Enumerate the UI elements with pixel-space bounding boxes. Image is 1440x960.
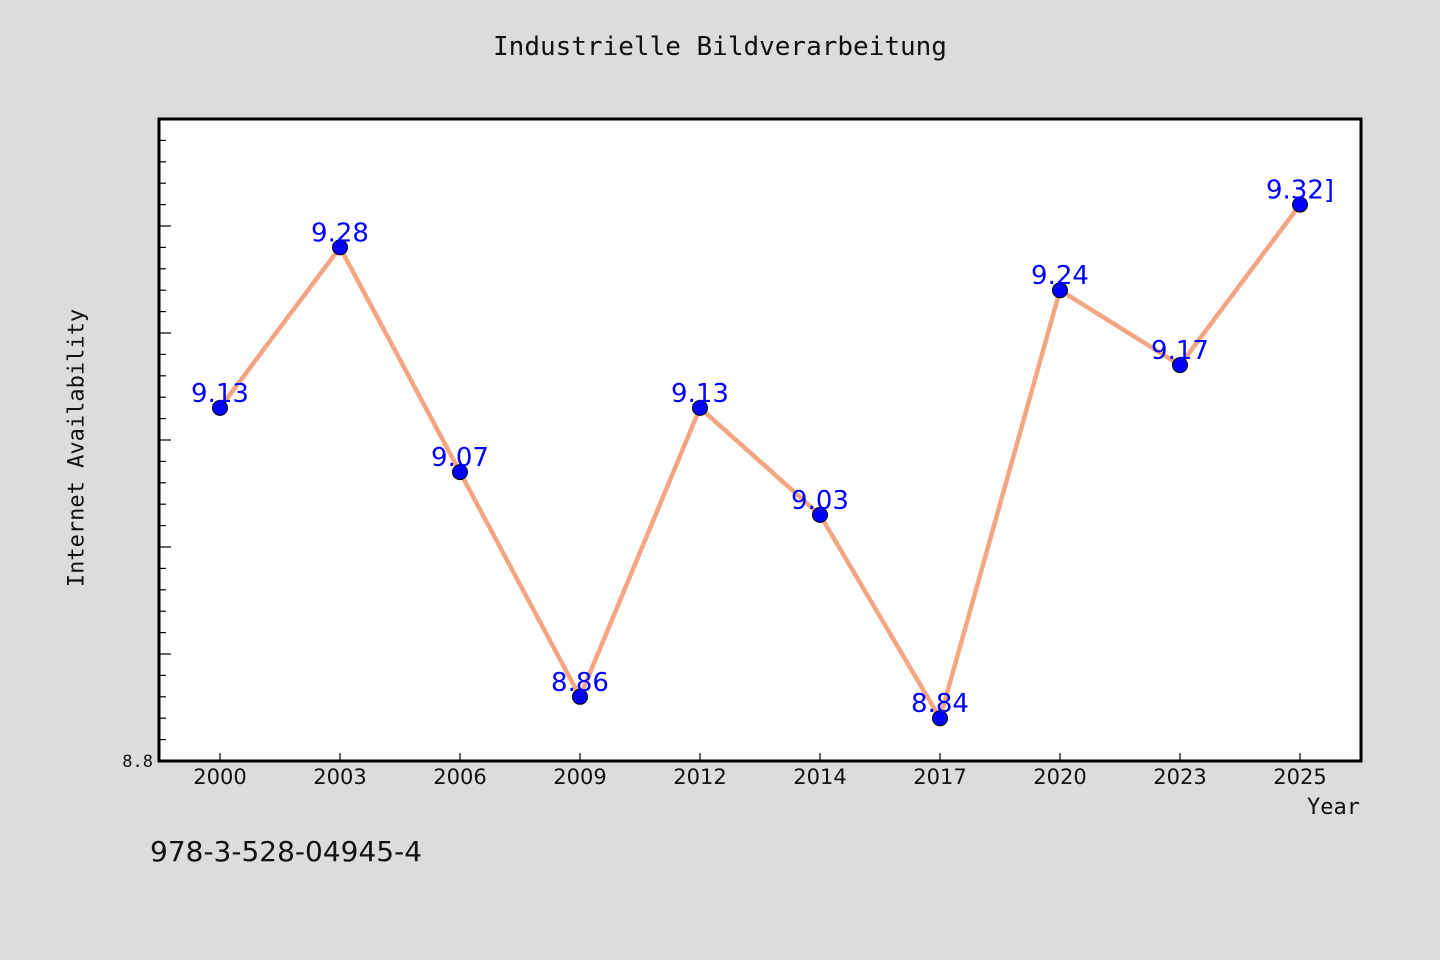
x-tick-label: 2012: [673, 765, 726, 789]
isbn-text: 978-3-528-04945-4: [150, 835, 423, 868]
data-point: [572, 688, 588, 705]
data-label: 9.03: [791, 486, 849, 516]
data-label: 9.13: [671, 379, 729, 409]
data-point: [452, 464, 468, 481]
x-tick-label: 2000: [193, 765, 246, 789]
data-label: 9.17: [1151, 336, 1209, 366]
data-labels-group: 9.13 9.28 9.07 8.86 9.13 9.03 8.84 9.24 9.17 9.32…: [191, 176, 1334, 720]
data-point: [1292, 196, 1308, 213]
data-point: [692, 399, 708, 416]
x-axis-label: Year: [1307, 795, 1360, 820]
data-point: [812, 506, 828, 523]
y-axis-ticks: 8.8: [122, 118, 171, 772]
x-tick-label: 2023: [1153, 765, 1206, 789]
x-tick-label: 2017: [913, 765, 966, 789]
plot-area: [157, 117, 1363, 763]
data-point: [212, 399, 228, 416]
data-label: 9.07: [431, 443, 489, 473]
x-axis-ticks: 2000 2003 2006 2009 2012 2014 2017 2020 2023 2025: [193, 753, 1327, 789]
data-label: 8.84: [911, 689, 969, 719]
x-tick-label: 2009: [553, 765, 606, 789]
data-point: [932, 710, 948, 727]
x-tick-label: 2003: [313, 765, 366, 789]
x-tick-label: 2025: [1273, 765, 1326, 789]
data-label: 9.28: [311, 218, 369, 248]
data-label: 9.24: [1031, 261, 1089, 291]
data-label: 8.86: [551, 668, 609, 698]
series-line: [218, 203, 1302, 721]
x-tick-label: 2020: [1033, 765, 1086, 789]
data-point: [1172, 357, 1188, 374]
data-point: [332, 239, 348, 256]
x-tick-label: 2006: [433, 765, 486, 789]
x-tick-label: 2014: [793, 765, 846, 789]
data-label: 9.13: [191, 379, 249, 409]
data-label: 9.32]: [1266, 176, 1334, 206]
data-point: [1052, 282, 1068, 299]
chart-title: Industrielle Bildverarbeitung: [493, 32, 947, 62]
series-group: [212, 196, 1308, 727]
y-tick-label: 8.8: [122, 752, 153, 772]
